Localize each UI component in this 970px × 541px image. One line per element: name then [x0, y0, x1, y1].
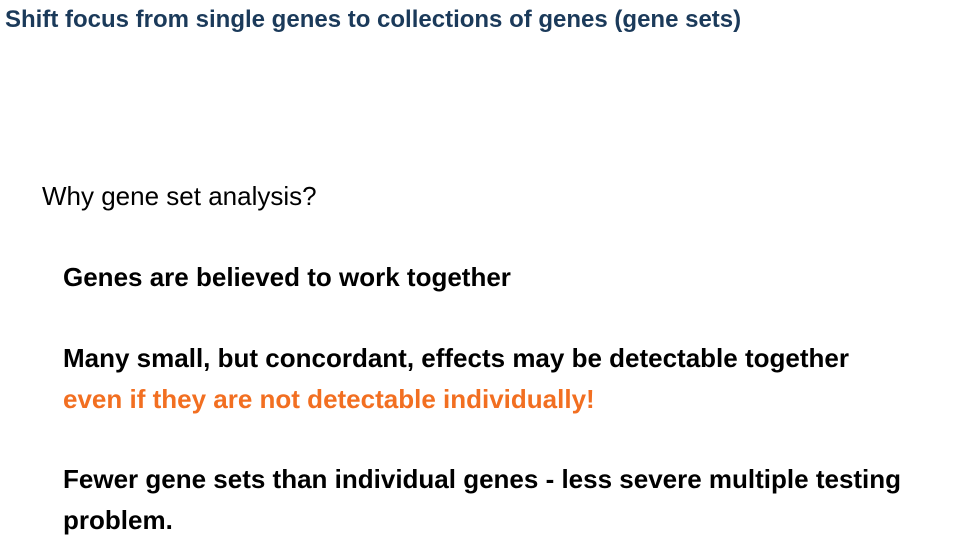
bullet-point-work-together: Genes are believed to work together	[63, 262, 511, 292]
bullet-point-concordant-effects: Many small, but concordant, effects may …	[63, 338, 968, 420]
slide-title: Shift focus from single genes to collect…	[5, 6, 742, 33]
bullet-point-fewer-gene-sets: Fewer gene sets than individual genes - …	[63, 464, 902, 535]
question-heading: Why gene set analysis?	[42, 181, 317, 211]
bullet-point-text: Many small, but concordant, effects may …	[63, 343, 849, 373]
highlight-text: even if they are not detectable individu…	[63, 384, 595, 414]
